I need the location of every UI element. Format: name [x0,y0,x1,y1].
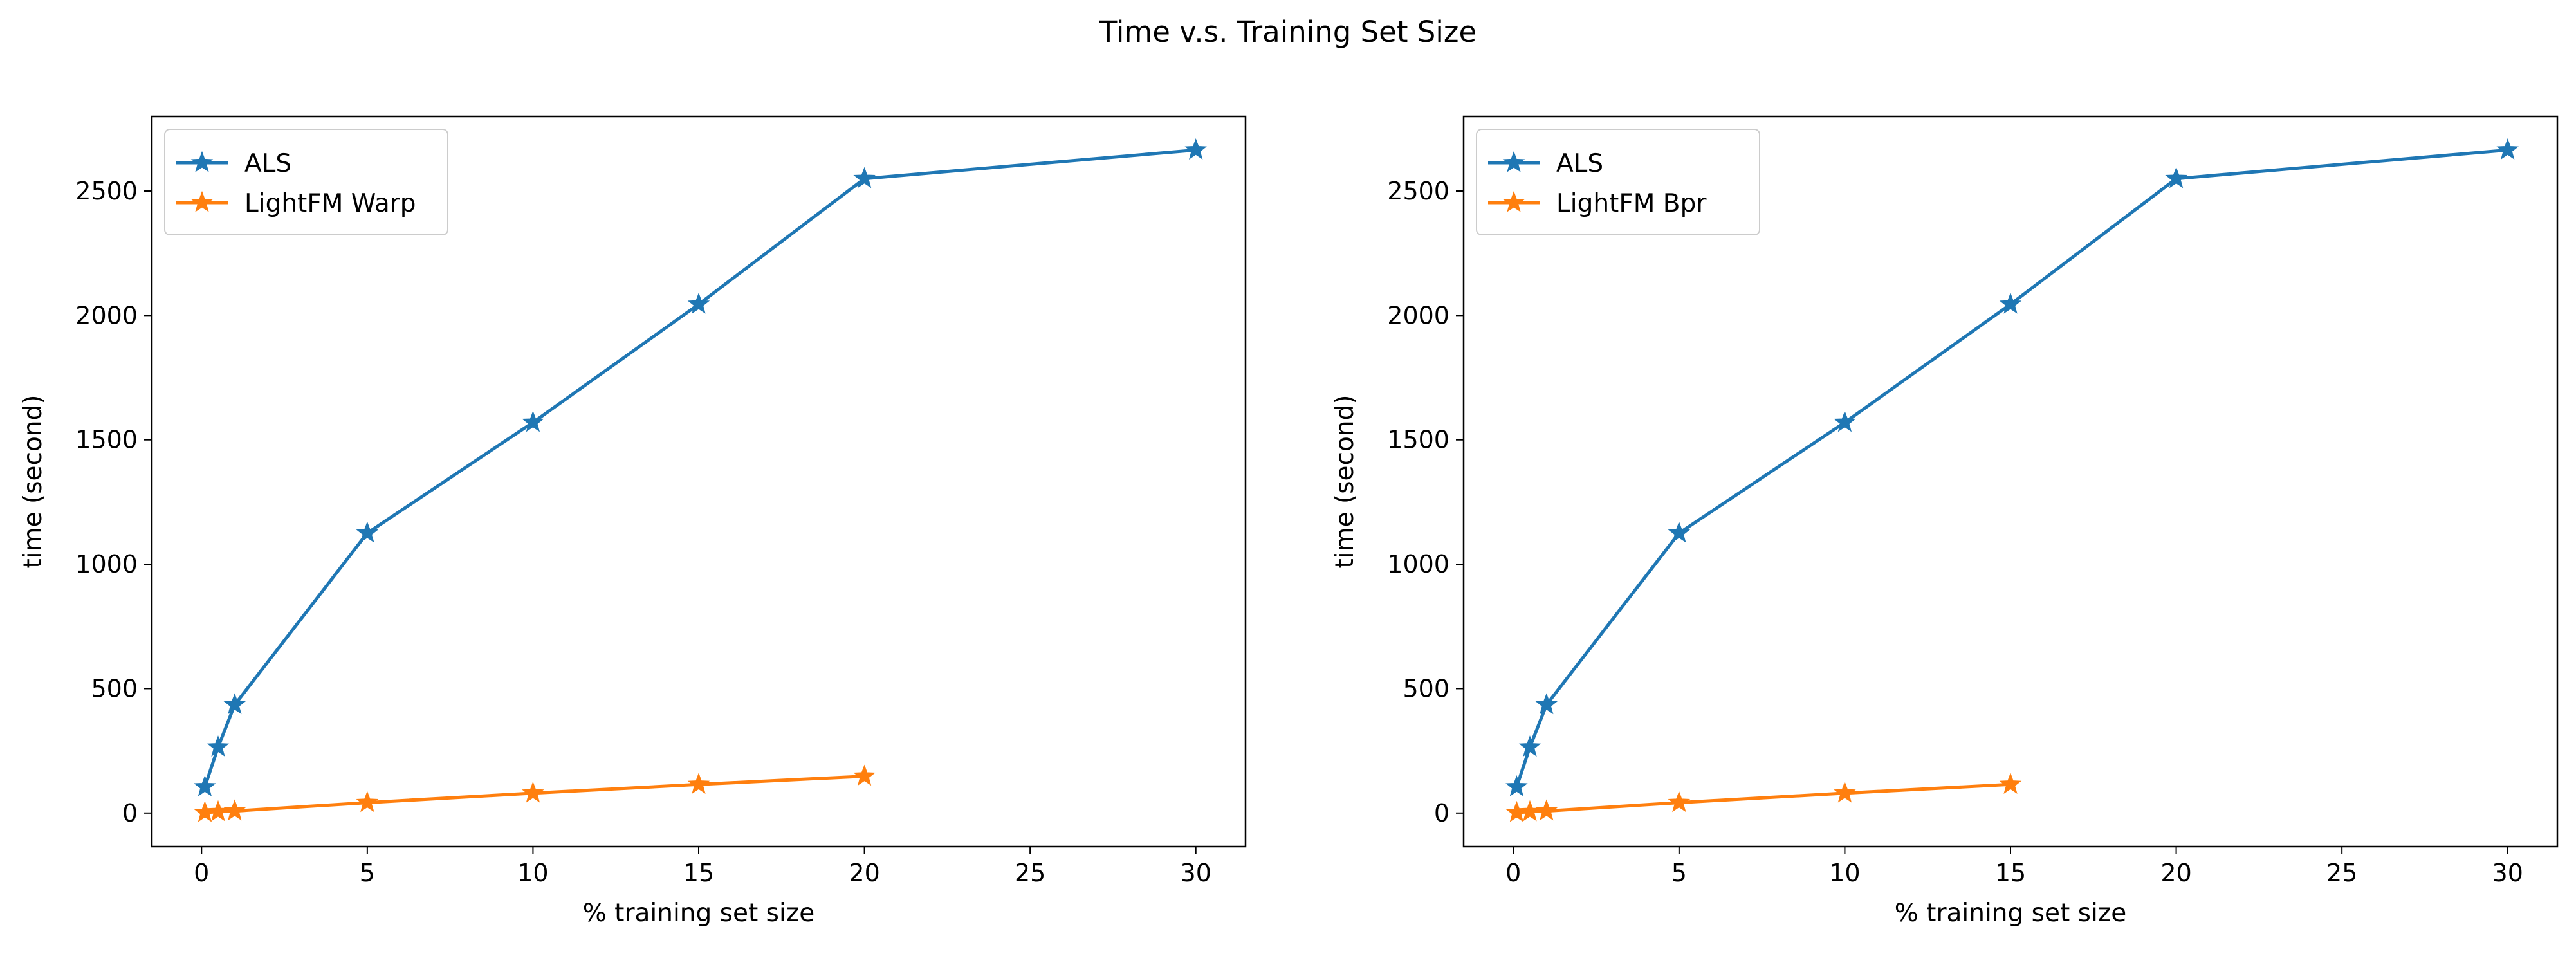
legend-marker [1502,190,1525,212]
y-tick-label: 1000 [1387,550,1449,578]
x-tick-label: 5 [360,859,375,887]
series-line-1 [1515,148,2508,787]
x-axis-label: % training set size [583,899,815,928]
y-tick-label: 2500 [75,177,138,205]
data-point [207,735,230,757]
x-tick-label: 5 [1671,859,1687,887]
plot-frame [151,115,1247,848]
data-point [223,799,246,821]
legend-label: LightFM Warp [244,189,416,218]
legend-marker [190,151,214,172]
data-point [522,410,544,432]
y-tick-label: 500 [91,674,138,703]
x-tick-label: 20 [2160,859,2191,887]
data-point [1834,781,1856,803]
figure-title: Time v.s. Training Set Size [1099,15,1477,49]
data-point [853,167,876,188]
y-tick-label: 0 [122,799,138,827]
data-point [1668,791,1691,813]
data-point [1535,799,1558,821]
data-point [1999,773,2022,795]
data-point [2496,138,2519,160]
legend-label: ALS [1556,149,1603,178]
legend-box [1476,129,1760,235]
series-line-1 [203,148,1196,787]
x-tick-label: 10 [1829,859,1860,887]
x-tick-label: 30 [2492,859,2523,887]
legend-box [164,129,448,235]
y-tick-label: 2000 [75,301,138,329]
x-tick-label: 10 [517,859,548,887]
data-point [356,521,379,543]
y-tick-label: 500 [1403,674,1449,703]
legend-label: LightFM Bpr [1556,189,1707,218]
legend-label: ALS [244,149,291,178]
y-tick-label: 1000 [75,550,138,578]
y-tick-label: 1500 [1387,426,1449,454]
x-tick-label: 20 [849,859,879,887]
data-point [207,800,230,822]
legend-marker [1502,151,1525,172]
y-tick-label: 2500 [1387,177,1449,205]
data-point [1184,138,1207,160]
legend-marker [190,190,214,212]
x-tick-label: 25 [2326,859,2357,887]
x-tick-label: 15 [1995,859,2026,887]
data-point [1518,735,1541,757]
data-point [223,693,246,715]
data-point [1999,292,2022,314]
x-tick-label: 15 [683,859,714,887]
data-point [853,764,876,786]
y-tick-label: 1500 [75,426,138,454]
data-point [522,781,544,803]
chart-1: 0 5 10 15 20 25 30 0 500 1000 1500 2000 2500 % traini… [19,115,1247,928]
x-tick-label: 25 [1015,859,1045,887]
x-tick-label: 0 [1505,859,1521,887]
data-point [2165,167,2187,188]
y-tick-label: 0 [1434,799,1449,827]
data-point [1505,775,1528,796]
y-tick-label: 2000 [1387,301,1449,329]
y-axis-label: time (second) [19,394,48,568]
data-point [194,775,216,796]
data-point [1834,410,1856,432]
series-line-2 [1516,782,2011,814]
x-tick-label: 0 [194,859,209,887]
data-point [1668,521,1691,543]
chart-2: 0 5 10 15 20 25 30 0 500 1000 1500 2000 2500 % traini… [1330,115,2559,928]
data-point [356,791,379,813]
data-point [687,773,710,795]
data-point [1518,800,1541,822]
x-axis-label: % training set size [1895,899,2127,928]
plot-frame [1462,115,2559,848]
x-tick-label: 30 [1181,859,1211,887]
y-axis-label: time (second) [1330,394,1359,568]
data-point [687,292,710,314]
data-point [1535,693,1558,715]
